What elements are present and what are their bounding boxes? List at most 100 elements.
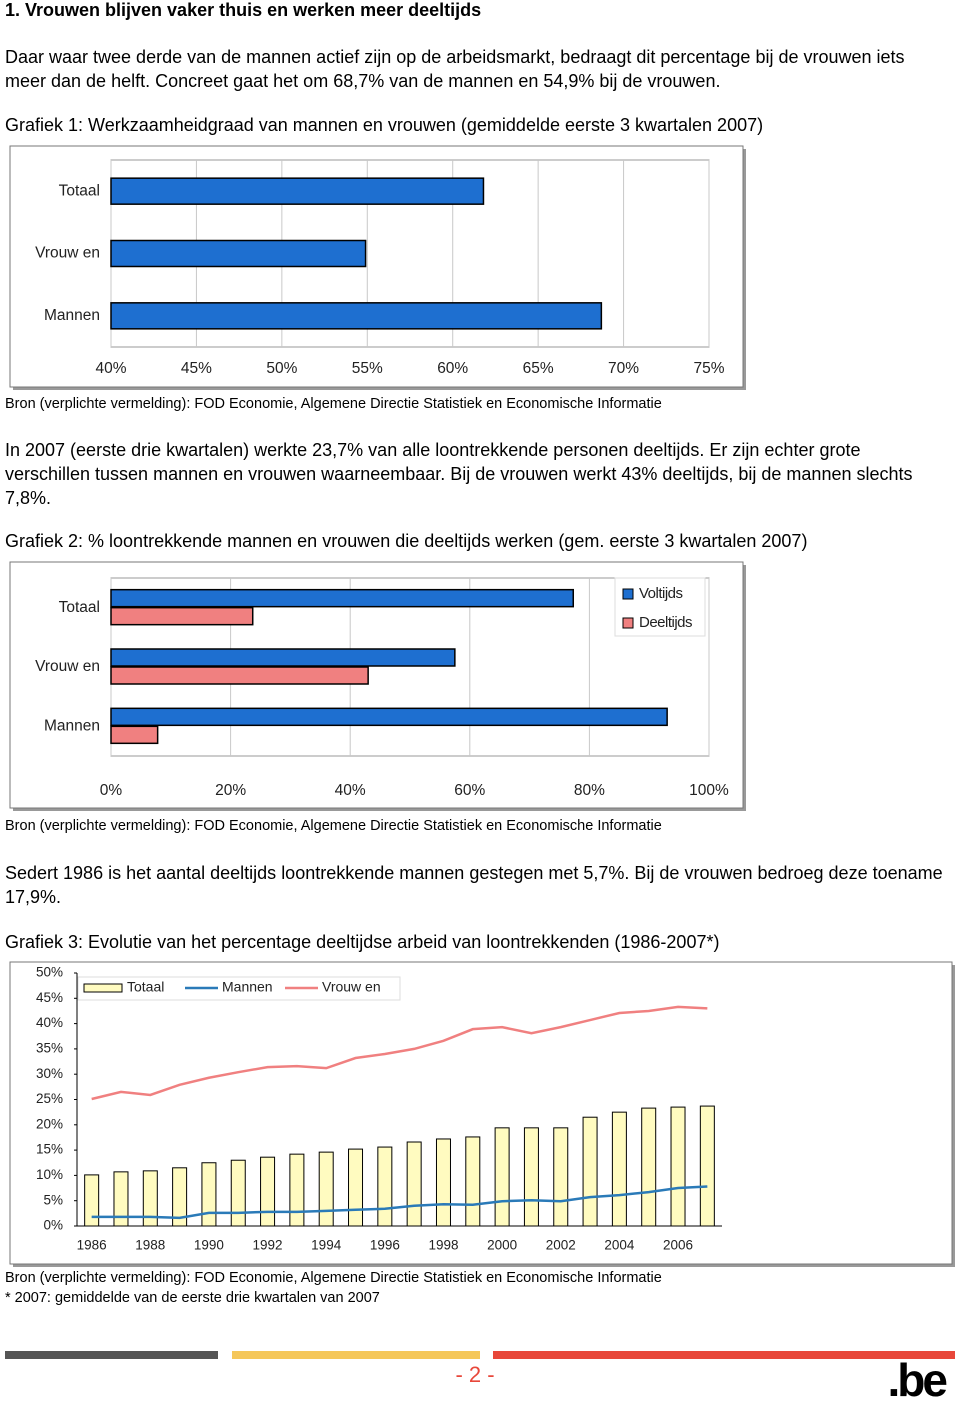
x-tick-label: 1986 xyxy=(77,1238,107,1253)
bar xyxy=(406,1141,422,1227)
bar xyxy=(84,1174,100,1227)
bar xyxy=(201,1162,217,1227)
y-tick-label: 45% xyxy=(36,990,63,1005)
bar xyxy=(465,1136,481,1227)
y-tick-label: 10% xyxy=(36,1167,63,1182)
line xyxy=(91,1185,708,1220)
bar xyxy=(172,1167,188,1227)
note: * 2007: gemiddelde van de eerste drie kw… xyxy=(5,1290,380,1306)
bar xyxy=(611,1111,627,1227)
bar xyxy=(377,1146,393,1227)
legend-swatch xyxy=(622,617,634,629)
legend-label: Deeltijds xyxy=(639,614,692,631)
bar xyxy=(318,1151,334,1227)
x-tick-label: 45% xyxy=(181,360,212,377)
legend-label: Totaal xyxy=(127,979,164,995)
bar xyxy=(582,1116,598,1227)
chart-title: Grafiek 1: Werkzaamheidgraad van mannen … xyxy=(5,115,764,135)
bar xyxy=(110,725,159,745)
footer-bar xyxy=(232,1351,480,1359)
y-tick-label: 20% xyxy=(36,1116,63,1131)
source: Bron (verplichte vermelding): FOD Econom… xyxy=(5,1270,662,1286)
y-tick-label: Totaal xyxy=(59,182,100,199)
bar xyxy=(110,588,575,608)
bar xyxy=(348,1148,364,1227)
line xyxy=(91,1005,708,1101)
y-tick-label: 25% xyxy=(36,1091,63,1106)
y-tick-label: 50% xyxy=(36,965,63,980)
x-tick-label: 65% xyxy=(523,360,554,377)
legend-swatch xyxy=(83,983,123,993)
paragraph: Sedert 1986 is het aantal deeltijds loon… xyxy=(5,863,943,907)
bar xyxy=(260,1156,276,1227)
x-tick-label: 40% xyxy=(335,782,366,799)
x-tick-label: 1998 xyxy=(428,1238,458,1253)
x-tick-label: 1992 xyxy=(253,1238,283,1253)
bar xyxy=(110,666,369,685)
y-tick-label: 30% xyxy=(36,1066,63,1081)
x-tick-label: 1990 xyxy=(194,1238,224,1253)
bar xyxy=(494,1127,510,1227)
bar xyxy=(435,1138,451,1227)
chart-title: Grafiek 3: Evolutie van het percentage d… xyxy=(5,932,720,952)
logo: .be xyxy=(888,1354,948,1406)
bar xyxy=(670,1106,686,1227)
bar xyxy=(699,1105,715,1227)
bar xyxy=(553,1127,569,1227)
chart-frame xyxy=(9,961,953,1265)
bar xyxy=(110,177,485,205)
x-tick-label: 55% xyxy=(352,360,383,377)
legend-label: Vrouw en xyxy=(322,979,381,995)
y-tick-label: Vrouw en xyxy=(35,245,100,262)
bar xyxy=(641,1107,657,1227)
x-tick-label: 1996 xyxy=(370,1238,400,1253)
x-tick-label: 50% xyxy=(266,360,297,377)
x-tick-label: 1988 xyxy=(135,1238,165,1253)
legend-swatch xyxy=(622,588,634,600)
x-tick-label: 70% xyxy=(608,360,639,377)
x-tick-label: 20% xyxy=(215,782,246,799)
legend-label: Voltijds xyxy=(639,585,683,602)
page-number: - 2 - xyxy=(455,1362,494,1387)
paragraph: Daar waar twee derde van de mannen actie… xyxy=(5,47,905,91)
bar xyxy=(110,707,668,727)
source: Bron (verplichte vermelding): FOD Econom… xyxy=(5,396,662,412)
y-tick-label: 40% xyxy=(36,1015,63,1030)
x-tick-label: 2002 xyxy=(546,1238,576,1253)
y-tick-label: Vrouw en xyxy=(35,658,100,675)
y-tick-label: 0% xyxy=(43,1218,63,1233)
source: Bron (verplichte vermelding): FOD Econom… xyxy=(5,818,662,834)
y-tick-label: Mannen xyxy=(44,307,100,324)
chart-title: Grafiek 2: % loontrekkende mannen en vro… xyxy=(5,531,808,551)
x-tick-label: 75% xyxy=(693,360,724,377)
bar xyxy=(289,1153,305,1227)
bar xyxy=(110,648,456,667)
footer-bar xyxy=(493,1351,955,1359)
x-tick-label: 2004 xyxy=(604,1238,635,1253)
bar xyxy=(110,302,603,330)
legend-label: Mannen xyxy=(222,979,273,995)
heading: 1. Vrouwen blijven vaker thuis en werken… xyxy=(5,0,482,20)
footer-bar xyxy=(5,1351,218,1359)
x-tick-label: 40% xyxy=(95,360,126,377)
x-tick-label: 0% xyxy=(100,782,123,799)
x-tick-label: 100% xyxy=(689,782,729,799)
x-tick-label: 2006 xyxy=(663,1238,693,1253)
y-tick-label: Totaal xyxy=(59,599,100,616)
x-tick-label: 60% xyxy=(437,360,468,377)
bar xyxy=(142,1170,158,1227)
y-tick-label: 35% xyxy=(36,1040,63,1055)
legend-box xyxy=(77,976,401,1001)
x-tick-label: 80% xyxy=(574,782,605,799)
bar xyxy=(110,239,367,268)
x-tick-label: 1994 xyxy=(311,1238,342,1253)
x-tick-label: 60% xyxy=(454,782,485,799)
bar xyxy=(230,1159,246,1227)
bar xyxy=(523,1127,539,1227)
x-tick-label: 2000 xyxy=(487,1238,517,1253)
y-tick-label: 5% xyxy=(43,1192,63,1207)
paragraph: In 2007 (eerste drie kwartalen) werkte 2… xyxy=(5,440,913,508)
bar xyxy=(113,1171,129,1227)
